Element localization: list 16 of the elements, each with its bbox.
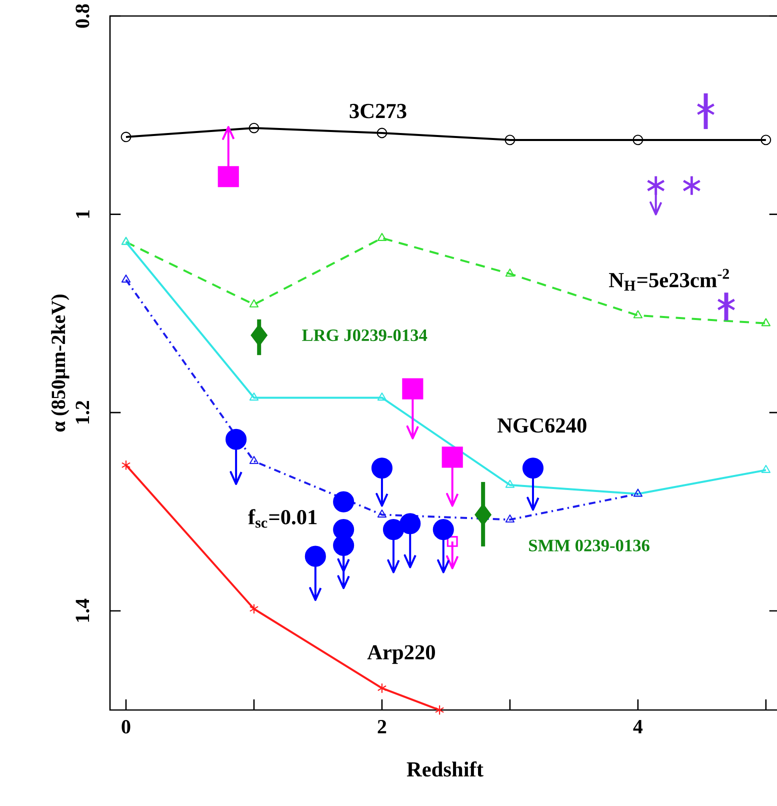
x-tick-label: 2 xyxy=(378,720,386,734)
y-axis-title: α (850μm-2keV) xyxy=(51,294,70,432)
annotation: Arp220 xyxy=(367,645,435,664)
annotation: 3C273 xyxy=(350,104,406,118)
annotation: SMM 0239-0136 xyxy=(529,540,650,552)
x-axis-title: Redshift xyxy=(406,761,484,777)
y-tick-label: 1 xyxy=(76,210,90,218)
x-tick-label: 0 xyxy=(122,720,130,734)
annotation: NGC6240 xyxy=(498,418,586,433)
annotation: N$_{H}$=5e23cm$^{-2}$ xyxy=(609,268,729,291)
y-tick-label: 0.8 xyxy=(76,4,90,28)
y-tick-label: 1.2 xyxy=(76,400,90,424)
annotation: f$_{sc}$=0.01 xyxy=(248,509,317,528)
x-tick-label: 4 xyxy=(633,720,643,734)
annotation: LRG J0239-0134 xyxy=(302,329,428,342)
y-tick-label: 1.4 xyxy=(76,598,90,622)
